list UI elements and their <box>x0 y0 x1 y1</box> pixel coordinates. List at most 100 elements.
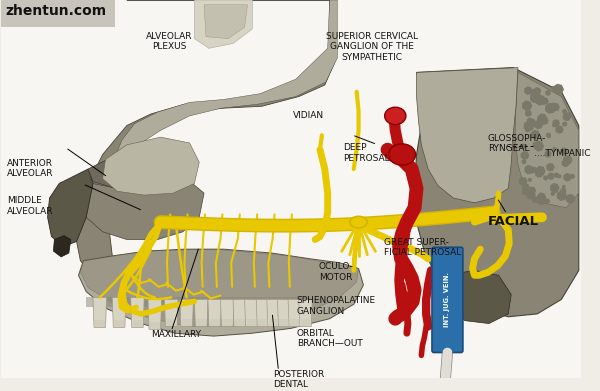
Polygon shape <box>93 298 107 327</box>
Polygon shape <box>133 320 142 327</box>
Polygon shape <box>536 194 547 205</box>
Text: POSTERIOR
DENTAL: POSTERIOR DENTAL <box>274 370 325 389</box>
Polygon shape <box>533 87 541 95</box>
FancyBboxPatch shape <box>1 0 115 27</box>
Polygon shape <box>547 154 551 158</box>
Polygon shape <box>524 86 533 95</box>
Polygon shape <box>562 109 567 114</box>
Polygon shape <box>515 72 579 208</box>
Polygon shape <box>553 119 560 127</box>
Polygon shape <box>245 300 258 326</box>
Ellipse shape <box>385 107 406 125</box>
Polygon shape <box>540 193 545 198</box>
Polygon shape <box>551 102 556 108</box>
Text: ANTERIOR
ALVEOLAR: ANTERIOR ALVEOLAR <box>7 159 53 178</box>
Polygon shape <box>563 113 571 121</box>
Polygon shape <box>562 159 569 167</box>
Polygon shape <box>131 298 144 327</box>
Polygon shape <box>553 84 564 95</box>
FancyBboxPatch shape <box>432 247 463 353</box>
Polygon shape <box>269 319 278 326</box>
Text: GLOSSOPHA-
RYNGEAL: GLOSSOPHA- RYNGEAL <box>488 134 547 153</box>
Polygon shape <box>551 192 555 196</box>
Polygon shape <box>526 190 536 199</box>
Polygon shape <box>86 298 310 307</box>
Polygon shape <box>166 319 176 326</box>
Text: SPHENOPALATINE
GANGLION: SPHENOPALATINE GANGLION <box>297 296 376 316</box>
Polygon shape <box>551 104 556 109</box>
Polygon shape <box>554 85 559 90</box>
Polygon shape <box>566 112 571 117</box>
Polygon shape <box>1 0 581 378</box>
Polygon shape <box>522 183 530 192</box>
Polygon shape <box>528 178 532 182</box>
Polygon shape <box>204 5 248 39</box>
Polygon shape <box>103 137 199 195</box>
Text: ....TYMPANIC: ....TYMPANIC <box>535 149 591 158</box>
Polygon shape <box>565 157 571 163</box>
Polygon shape <box>527 118 533 124</box>
Polygon shape <box>210 319 220 326</box>
Polygon shape <box>114 320 124 327</box>
Polygon shape <box>164 300 178 326</box>
Polygon shape <box>532 93 538 99</box>
Polygon shape <box>235 319 245 326</box>
Polygon shape <box>532 196 538 203</box>
Polygon shape <box>267 300 280 326</box>
Polygon shape <box>545 90 551 96</box>
Polygon shape <box>551 86 556 90</box>
Polygon shape <box>150 322 160 329</box>
Polygon shape <box>47 169 93 246</box>
Polygon shape <box>194 300 208 326</box>
Polygon shape <box>543 175 548 181</box>
Polygon shape <box>524 165 533 174</box>
Text: OCULO-
MOTOR: OCULO- MOTOR <box>319 262 353 282</box>
Polygon shape <box>562 185 566 188</box>
Polygon shape <box>521 159 527 164</box>
Ellipse shape <box>350 216 367 228</box>
Polygon shape <box>547 135 551 138</box>
Polygon shape <box>546 133 551 138</box>
Polygon shape <box>533 142 539 147</box>
Text: zhentun.com: zhentun.com <box>5 4 106 18</box>
Polygon shape <box>288 300 302 326</box>
Polygon shape <box>547 172 555 180</box>
Polygon shape <box>550 183 560 193</box>
Polygon shape <box>536 95 546 106</box>
Polygon shape <box>521 151 529 160</box>
Polygon shape <box>563 173 572 181</box>
Polygon shape <box>519 177 528 186</box>
Polygon shape <box>535 95 545 106</box>
Polygon shape <box>552 123 556 127</box>
Polygon shape <box>545 103 556 114</box>
Polygon shape <box>112 298 126 327</box>
Polygon shape <box>570 174 575 179</box>
Polygon shape <box>533 140 544 151</box>
Polygon shape <box>223 319 232 326</box>
Polygon shape <box>529 187 536 194</box>
Text: ORBITAL
BRANCH—OUT: ORBITAL BRANCH—OUT <box>297 328 362 348</box>
Polygon shape <box>529 118 536 126</box>
Polygon shape <box>531 130 540 139</box>
Text: GREAT SUPER-
FICIAL PETROSAL: GREAT SUPER- FICIAL PETROSAL <box>383 238 461 257</box>
Text: MIDDLE
ALVEOLAR: MIDDLE ALVEOLAR <box>7 196 53 216</box>
Polygon shape <box>95 320 104 327</box>
Text: MAXILLARY: MAXILLARY <box>151 330 201 339</box>
Polygon shape <box>534 94 542 103</box>
Text: VIDIAN: VIDIAN <box>293 111 324 120</box>
Polygon shape <box>566 194 575 204</box>
Polygon shape <box>538 113 547 124</box>
Polygon shape <box>436 271 511 323</box>
Polygon shape <box>247 319 256 326</box>
Polygon shape <box>524 120 535 131</box>
Polygon shape <box>88 143 194 191</box>
Polygon shape <box>535 169 544 178</box>
Polygon shape <box>557 174 562 178</box>
Polygon shape <box>545 198 550 204</box>
Polygon shape <box>77 0 334 271</box>
Polygon shape <box>541 117 549 125</box>
Polygon shape <box>554 172 559 178</box>
Polygon shape <box>415 68 579 317</box>
Text: FACIAL: FACIAL <box>488 215 539 228</box>
Polygon shape <box>534 120 543 129</box>
